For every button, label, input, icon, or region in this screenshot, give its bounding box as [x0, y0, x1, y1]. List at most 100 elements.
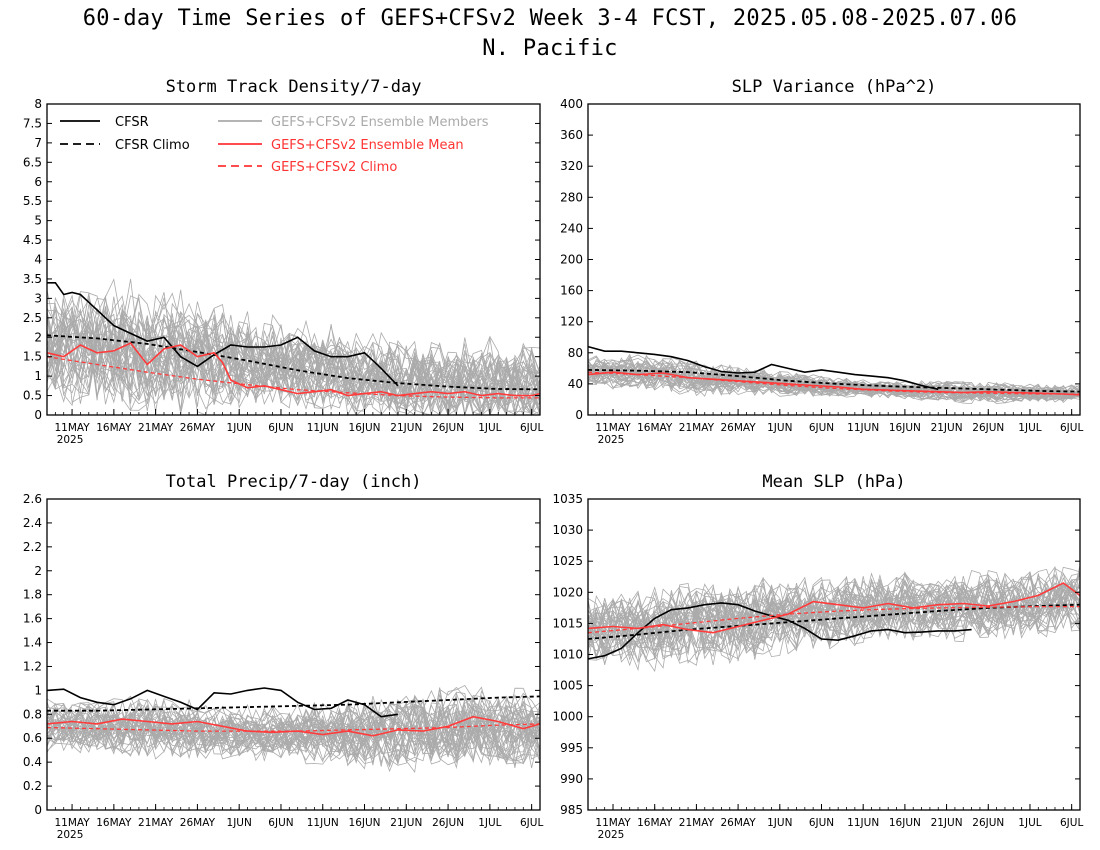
x-tick-label: 16MAY: [96, 422, 132, 434]
x-tick-label: 11JUN: [847, 817, 879, 829]
x-tick-label: 6JUL: [1060, 422, 1083, 434]
figure-title-line1: 60-day Time Series of GEFS+CFSv2 Week 3-…: [82, 6, 1018, 31]
y-tick-label: 6.5: [23, 155, 42, 169]
y-tick-label: 1035: [552, 492, 583, 506]
x-tick-label: 26JUN: [432, 422, 464, 434]
ensemble-member-line: [46, 687, 541, 742]
y-tick-label: 995: [560, 741, 583, 755]
y-tick-label: 0.6: [23, 731, 42, 745]
ensemble-members: [46, 278, 541, 417]
y-tick-label: 40: [568, 377, 583, 391]
y-tick-label: 0: [34, 408, 42, 422]
x-tick-label: 11MAY: [595, 817, 631, 829]
panel-title: Storm Track Density/7-day: [166, 77, 422, 97]
y-tick-label: 280: [560, 190, 583, 204]
series-line-meanclimo: [46, 356, 540, 399]
x-tick-label: 26MAY: [180, 422, 216, 434]
ensemble-member-line: [587, 569, 1081, 640]
ensemble-member-line: [46, 313, 541, 410]
y-tick-label: 0.4: [23, 755, 42, 769]
y-tick-label: 1030: [552, 523, 583, 537]
y-tick-label: 3.5: [23, 272, 42, 286]
panel-1: Storm Track Density/7-day 0 0.5 1 1.5 2 2.5 3 3.…: [23, 77, 544, 446]
series-line-cfsr: [47, 281, 399, 387]
x-tick-label: 16MAY: [96, 817, 132, 829]
y-tick-label: 985: [560, 803, 583, 817]
x-tick-label: 16MAY: [637, 817, 673, 829]
y-tick-label: 1: [34, 683, 42, 697]
x-tick-label: 21MAY: [138, 422, 174, 434]
y-tick-label: 240: [560, 221, 583, 235]
y-tick-label: 0: [34, 803, 42, 817]
ensemble-member-line: [46, 292, 541, 403]
x-tick-label: 21MAY: [138, 817, 174, 829]
legend-label: GEFS+CFSv2 Ensemble Mean: [271, 138, 464, 153]
ensemble-member-line: [46, 316, 541, 416]
y-tick-label: 2.6: [23, 492, 42, 506]
series-line-mean: [46, 342, 541, 397]
x-tick-label: 11JUN: [307, 422, 339, 434]
x-tick-label: 21JUN: [931, 422, 963, 434]
y-tick-label: 2: [34, 564, 42, 578]
figure-title-line2: N. Pacific: [482, 36, 618, 61]
x-tick-label: 16JUN: [349, 817, 381, 829]
ensemble-member-line: [46, 695, 541, 753]
x-tick-label: 1JUL: [1018, 422, 1041, 434]
y-tick-label: 5.5: [23, 194, 42, 208]
x-tick-label: 11JUN: [307, 817, 339, 829]
x-tick-label: 6JUN: [809, 422, 834, 434]
y-tick-label: 5: [34, 214, 42, 228]
y-tick-label: 1020: [552, 585, 583, 599]
y-tick-label: 0.8: [23, 707, 42, 721]
legend-label: CFSR: [115, 115, 149, 130]
series-line-cfsr: [587, 602, 972, 660]
y-tick-label: 8: [34, 97, 42, 111]
x-tick-label: 11MAY: [54, 422, 90, 434]
ensemble-member-line: [587, 586, 1081, 654]
y-tick-label: 200: [560, 253, 583, 267]
series-line-cfsr: [46, 687, 399, 718]
series-line-cfsr: [587, 345, 939, 391]
panel-2: SLP Variance (hPa^2) 0 40 80 120 160 200 240 280…: [560, 77, 1083, 446]
panel-title: Total Precip/7-day (inch): [166, 472, 422, 492]
y-tick-label: 1: [34, 369, 42, 383]
ensemble-member-line: [587, 589, 1081, 672]
x-tick-label: 1JUL: [478, 817, 501, 829]
legend-label: CFSR Climo: [115, 138, 190, 153]
ensemble-members: [587, 565, 1081, 673]
x-tick-label: 6JUN: [268, 422, 293, 434]
ensemble-member-line: [587, 369, 1081, 402]
x-tick-label: 26MAY: [180, 817, 216, 829]
ensemble-member-line: [46, 696, 541, 752]
ensemble-member-line: [587, 369, 1081, 402]
x-tick-label: 11MAY: [595, 422, 631, 434]
x-tick-label: 11JUN: [847, 422, 879, 434]
y-tick-label: 1.8: [23, 588, 42, 602]
ensemble-member-line: [587, 357, 1081, 396]
y-tick-label: 0.5: [23, 389, 42, 403]
x-tick-label: 21JUN: [390, 422, 422, 434]
y-tick-label: 1.4: [23, 636, 42, 650]
y-tick-label: 1.6: [23, 612, 42, 626]
y-tick-label: 2.4: [23, 516, 42, 530]
x-year-label: 2025: [598, 829, 625, 841]
ensemble-member-line: [587, 567, 1081, 639]
ensemble-member-line: [46, 309, 541, 416]
ensemble-members: [587, 353, 1081, 405]
y-tick-label: 1000: [552, 710, 583, 724]
x-year-label: 2025: [57, 829, 84, 841]
ensemble-member-line: [587, 566, 1081, 639]
ensemble-member-line: [46, 703, 541, 758]
y-tick-label: 0: [575, 408, 583, 422]
ensemble-member-line: [46, 289, 541, 399]
legend-label: GEFS+CFSv2 Climo: [271, 160, 397, 175]
legend-label: GEFS+CFSv2 Ensemble Members: [271, 115, 489, 130]
series-line-mean: [587, 371, 1081, 396]
ensemble-member-line: [46, 701, 541, 753]
y-tick-label: 1005: [552, 679, 583, 693]
y-tick-label: 360: [560, 128, 583, 142]
ensemble-member-line: [46, 690, 541, 746]
y-tick-label: 2.5: [23, 311, 42, 325]
x-tick-label: 6JUN: [268, 817, 293, 829]
x-tick-label: 21MAY: [679, 817, 715, 829]
